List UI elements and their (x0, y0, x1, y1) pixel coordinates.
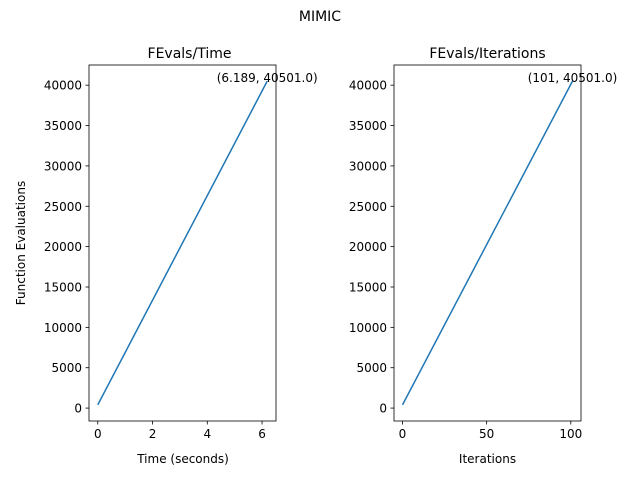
point-annotation: (101, 40501.0) (528, 71, 618, 85)
x-tick-label: 6 (258, 427, 266, 441)
y-tick-label: 40000 (349, 79, 387, 93)
y-tick-label: 15000 (44, 280, 82, 294)
y-tick-label: 5000 (51, 361, 82, 375)
y-tick-label: 0 (74, 402, 82, 416)
y-tick-label: 5000 (356, 361, 387, 375)
y-tick-label: 35000 (44, 119, 82, 133)
x-tick-label: 4 (203, 427, 211, 441)
x-axis-label: Time (seconds) (136, 452, 229, 466)
y-tick-label: 30000 (44, 159, 82, 173)
axes-frame (88, 64, 277, 422)
y-tick-label: 15000 (349, 280, 387, 294)
y-tick-label: 10000 (349, 321, 387, 335)
y-axis-label: Function Evaluations (14, 181, 28, 305)
y-tick-label: 20000 (349, 240, 387, 254)
y-tick-label: 35000 (349, 119, 387, 133)
series-line (401, 80, 574, 406)
figure-title: MIMIC (299, 9, 341, 25)
y-tick-label: 30000 (349, 159, 387, 173)
x-axis-label: Iterations (459, 452, 516, 466)
y-tick-label: 0 (379, 402, 387, 416)
x-tick-label: 0 (94, 427, 102, 441)
series-line (97, 80, 268, 406)
y-tick-label: 20000 (44, 240, 82, 254)
x-tick-label: 0 (399, 427, 407, 441)
subplot-title: FEvals/Iterations (429, 46, 545, 62)
y-tick-label: 40000 (44, 79, 82, 93)
axes-frame (393, 64, 582, 422)
subplot-title: FEvals/Time (148, 46, 232, 62)
x-tick-label: 2 (149, 427, 157, 441)
plot-area: 0 50 100 0 5000 10000 15000 20000 25000 30000 3500… (349, 64, 618, 441)
subplot-fevals-time: FEvals/Time Time (seconds) Function Eval… (14, 46, 318, 466)
plot-area: 0 2 4 6 0 5000 10000 15000 20000 25000 30000 35000 4… (44, 64, 318, 441)
x-tick-label: 50 (479, 427, 494, 441)
point-annotation: (6.189, 40501.0) (217, 71, 318, 85)
y-tick-label: 25000 (349, 200, 387, 214)
y-tick-label: 10000 (44, 321, 82, 335)
x-tick-label: 100 (559, 427, 582, 441)
y-tick-label: 25000 (44, 200, 82, 214)
subplot-fevals-iterations: FEvals/Iterations Iterations 0 50 100 0 5000… (349, 46, 617, 466)
